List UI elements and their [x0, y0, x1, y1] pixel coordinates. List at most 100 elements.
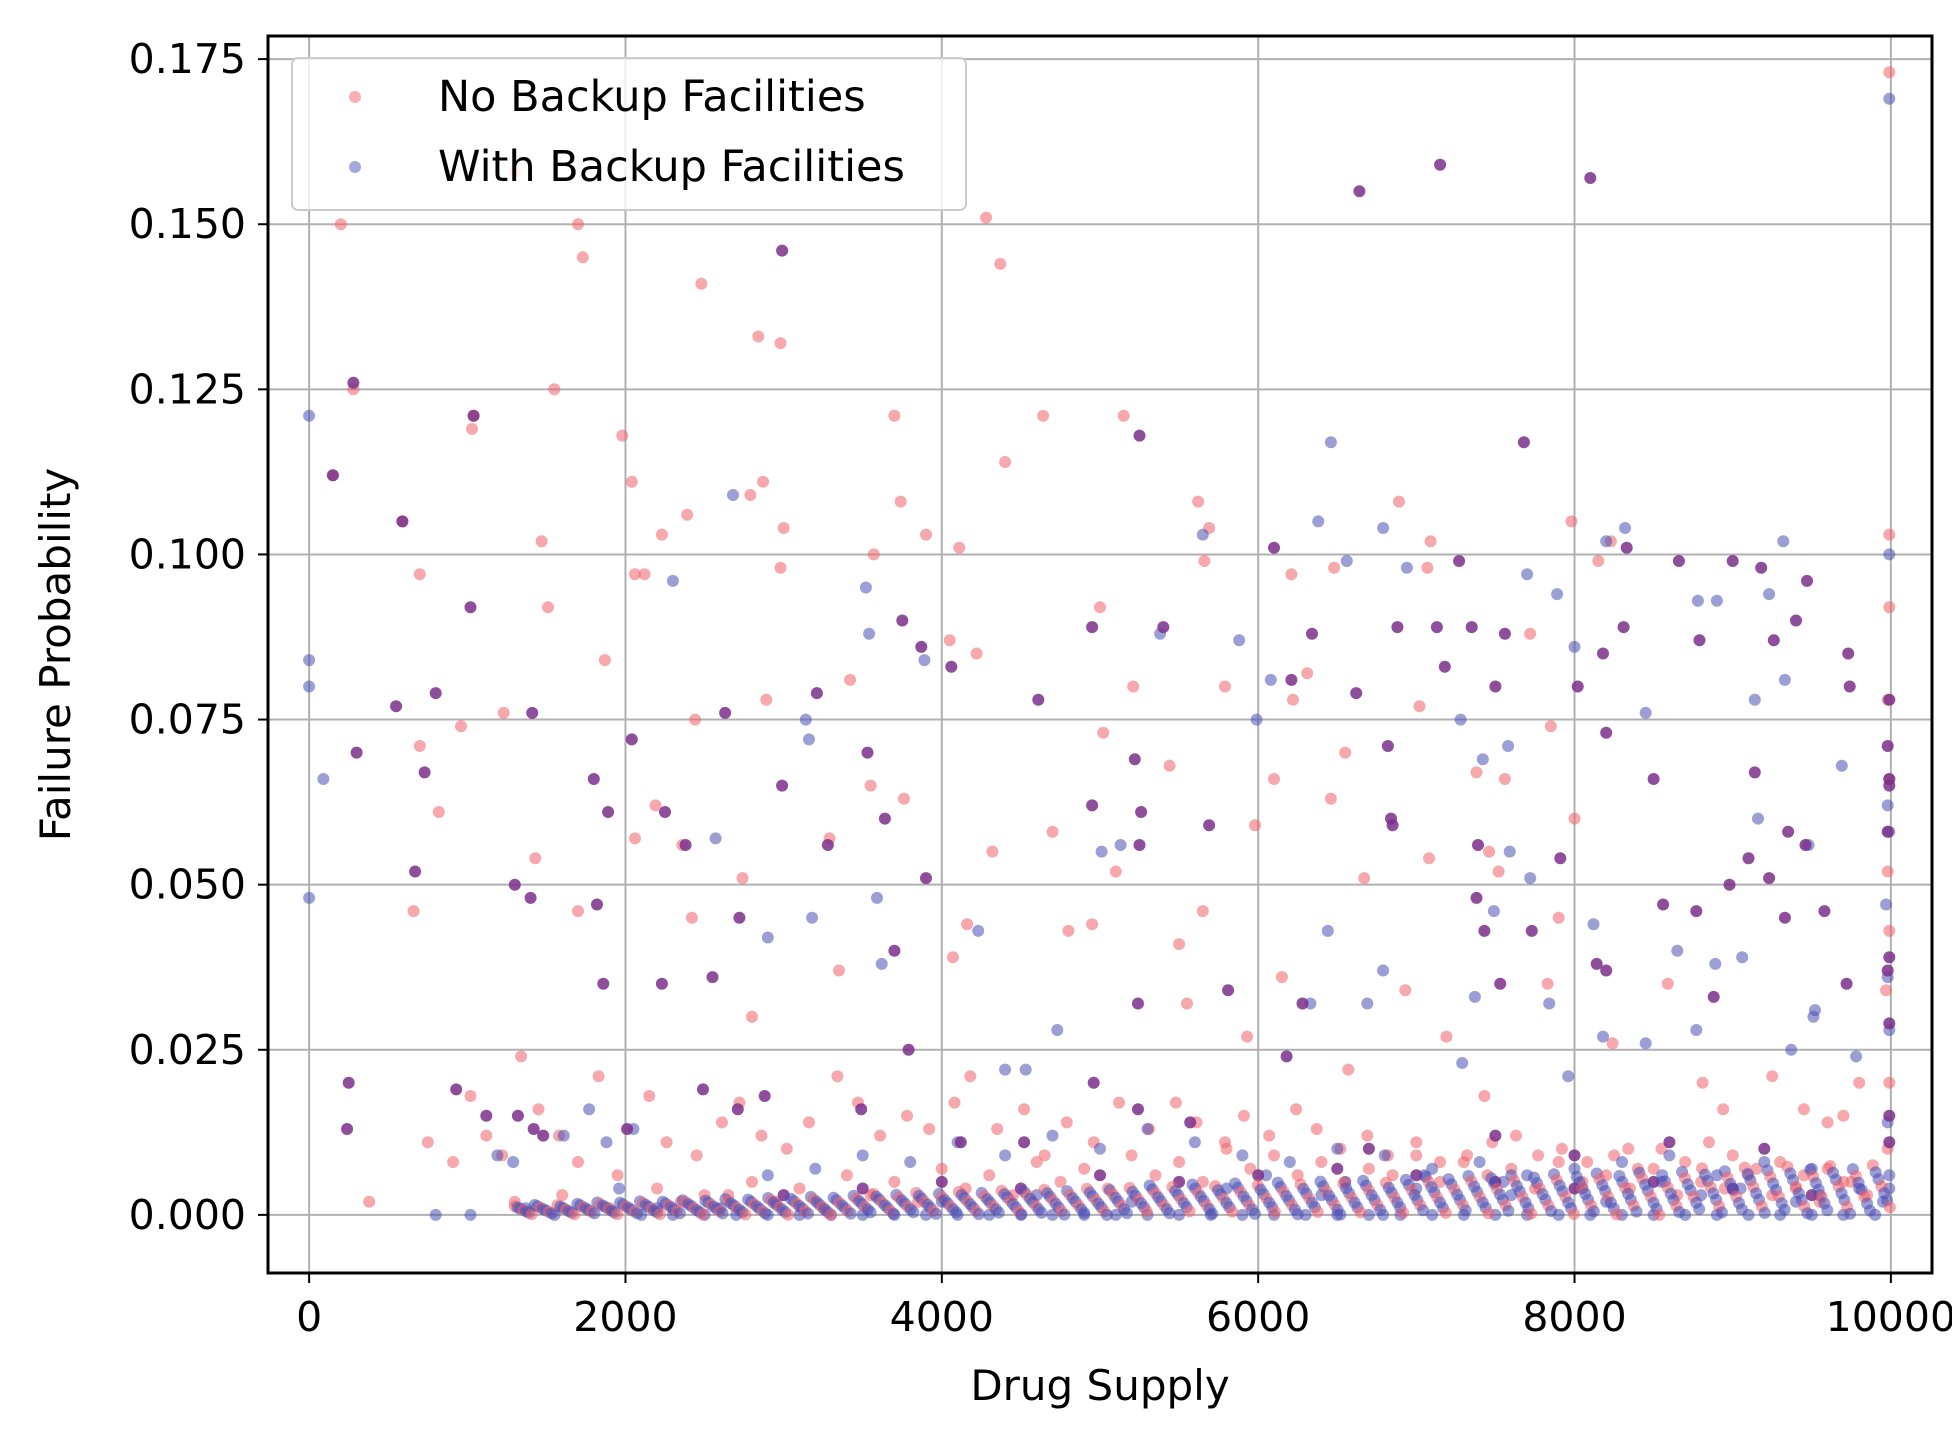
point-with-backup — [856, 1149, 869, 1162]
point-no-backup — [970, 647, 983, 660]
point-overlap — [1840, 977, 1853, 990]
point-no-backup — [1268, 1149, 1280, 1162]
point-no-backup — [1457, 1156, 1470, 1168]
point-no-backup — [1362, 1162, 1375, 1175]
point-no-backup — [774, 561, 787, 574]
point-no-backup — [1244, 1162, 1257, 1175]
point-no-backup — [1060, 1116, 1073, 1129]
point-no-backup — [1883, 924, 1896, 937]
x-tick-label: 4000 — [890, 1293, 994, 1341]
point-with-backup — [1454, 713, 1467, 726]
point-no-backup — [515, 1050, 528, 1063]
point-with-backup — [317, 773, 330, 785]
point-overlap — [1726, 555, 1739, 567]
point-no-backup — [1097, 726, 1110, 739]
point-no-backup — [1038, 1149, 1051, 1162]
point-with-backup — [1283, 1156, 1296, 1168]
point-no-backup — [1361, 1129, 1374, 1142]
point-with-backup — [1473, 1156, 1486, 1168]
point-dense-band — [1183, 1205, 1196, 1218]
point-dense-band — [1439, 1206, 1452, 1219]
point-no-backup — [1358, 872, 1371, 885]
point-no-backup — [1163, 759, 1176, 772]
point-overlap — [1353, 185, 1366, 198]
point-no-backup — [1510, 1129, 1522, 1142]
point-dense-band — [1502, 1204, 1515, 1217]
point-overlap — [1801, 574, 1813, 587]
point-overlap — [450, 1083, 463, 1096]
point-no-backup — [1054, 1175, 1067, 1188]
point-dense-band — [654, 1208, 666, 1221]
point-overlap — [1203, 819, 1216, 832]
point-overlap — [1157, 621, 1170, 634]
point-overlap — [527, 1123, 540, 1135]
point-with-backup — [863, 627, 876, 640]
point-no-backup — [1149, 1169, 1162, 1182]
point-with-backup — [806, 911, 819, 924]
point-overlap — [821, 839, 834, 851]
point-dense-band — [1801, 1207, 1814, 1220]
point-with-backup — [303, 680, 316, 693]
point-no-backup — [1173, 938, 1186, 951]
point-with-backup — [1619, 522, 1632, 534]
point-overlap — [1723, 878, 1736, 891]
point-with-backup — [1562, 1070, 1575, 1083]
point-overlap — [1350, 687, 1363, 700]
point-with-backup — [1690, 1024, 1703, 1036]
point-no-backup — [1410, 1149, 1423, 1162]
point-no-backup — [1440, 1030, 1453, 1043]
legend-label-no-backup: No Backup Facilities — [438, 72, 866, 122]
point-overlap — [326, 469, 339, 482]
point-no-backup — [1821, 1116, 1834, 1129]
point-overlap — [396, 515, 409, 528]
point-no-backup — [1661, 977, 1674, 990]
plot-frame — [266, 34, 1934, 1275]
point-no-backup — [1094, 601, 1106, 614]
point-with-backup — [709, 832, 722, 845]
point-overlap — [920, 872, 932, 885]
point-no-backup — [755, 1129, 768, 1142]
point-overlap — [347, 376, 360, 389]
point-no-backup — [1086, 918, 1099, 931]
point-dense-band — [1587, 1205, 1600, 1218]
point-dense-band — [739, 1208, 752, 1221]
point-no-backup — [363, 1195, 376, 1208]
point-no-backup — [1413, 700, 1426, 713]
point-overlap — [625, 733, 638, 746]
point-no-backup — [548, 383, 561, 396]
point-no-backup — [535, 535, 548, 548]
point-no-backup — [1883, 66, 1896, 79]
point-overlap — [1381, 740, 1394, 752]
point-no-backup — [1285, 568, 1298, 581]
point-dense-band — [950, 1206, 963, 1219]
point-no-backup — [1241, 1030, 1254, 1043]
point-with-backup — [1736, 951, 1749, 964]
point-no-backup — [1324, 792, 1337, 805]
x-tick-label: 2000 — [573, 1293, 677, 1341]
point-overlap — [896, 614, 909, 627]
point-no-backup — [777, 522, 790, 534]
point-with-backup — [1426, 1162, 1439, 1175]
point-no-backup — [1198, 555, 1211, 567]
point-overlap — [1693, 634, 1706, 647]
point-no-backup — [894, 495, 907, 508]
point-overlap — [733, 911, 746, 924]
point-with-backup — [429, 1208, 442, 1221]
point-no-backup — [752, 330, 765, 343]
point-no-backup — [946, 951, 959, 964]
point-dense-band — [907, 1206, 920, 1219]
point-dense-band — [1673, 1206, 1686, 1218]
point-overlap — [1818, 905, 1831, 918]
point-no-backup — [1109, 865, 1122, 878]
point-overlap — [409, 865, 422, 878]
point-with-backup — [1835, 759, 1848, 772]
point-overlap — [1268, 541, 1280, 554]
point-dense-band — [1417, 1204, 1429, 1217]
point-with-backup — [761, 1169, 774, 1182]
point-no-backup — [1883, 528, 1896, 541]
point-dense-band — [631, 1207, 644, 1220]
point-dense-band — [1397, 1206, 1410, 1219]
point-dense-band — [1163, 1207, 1176, 1220]
point-no-backup — [1608, 1149, 1621, 1162]
